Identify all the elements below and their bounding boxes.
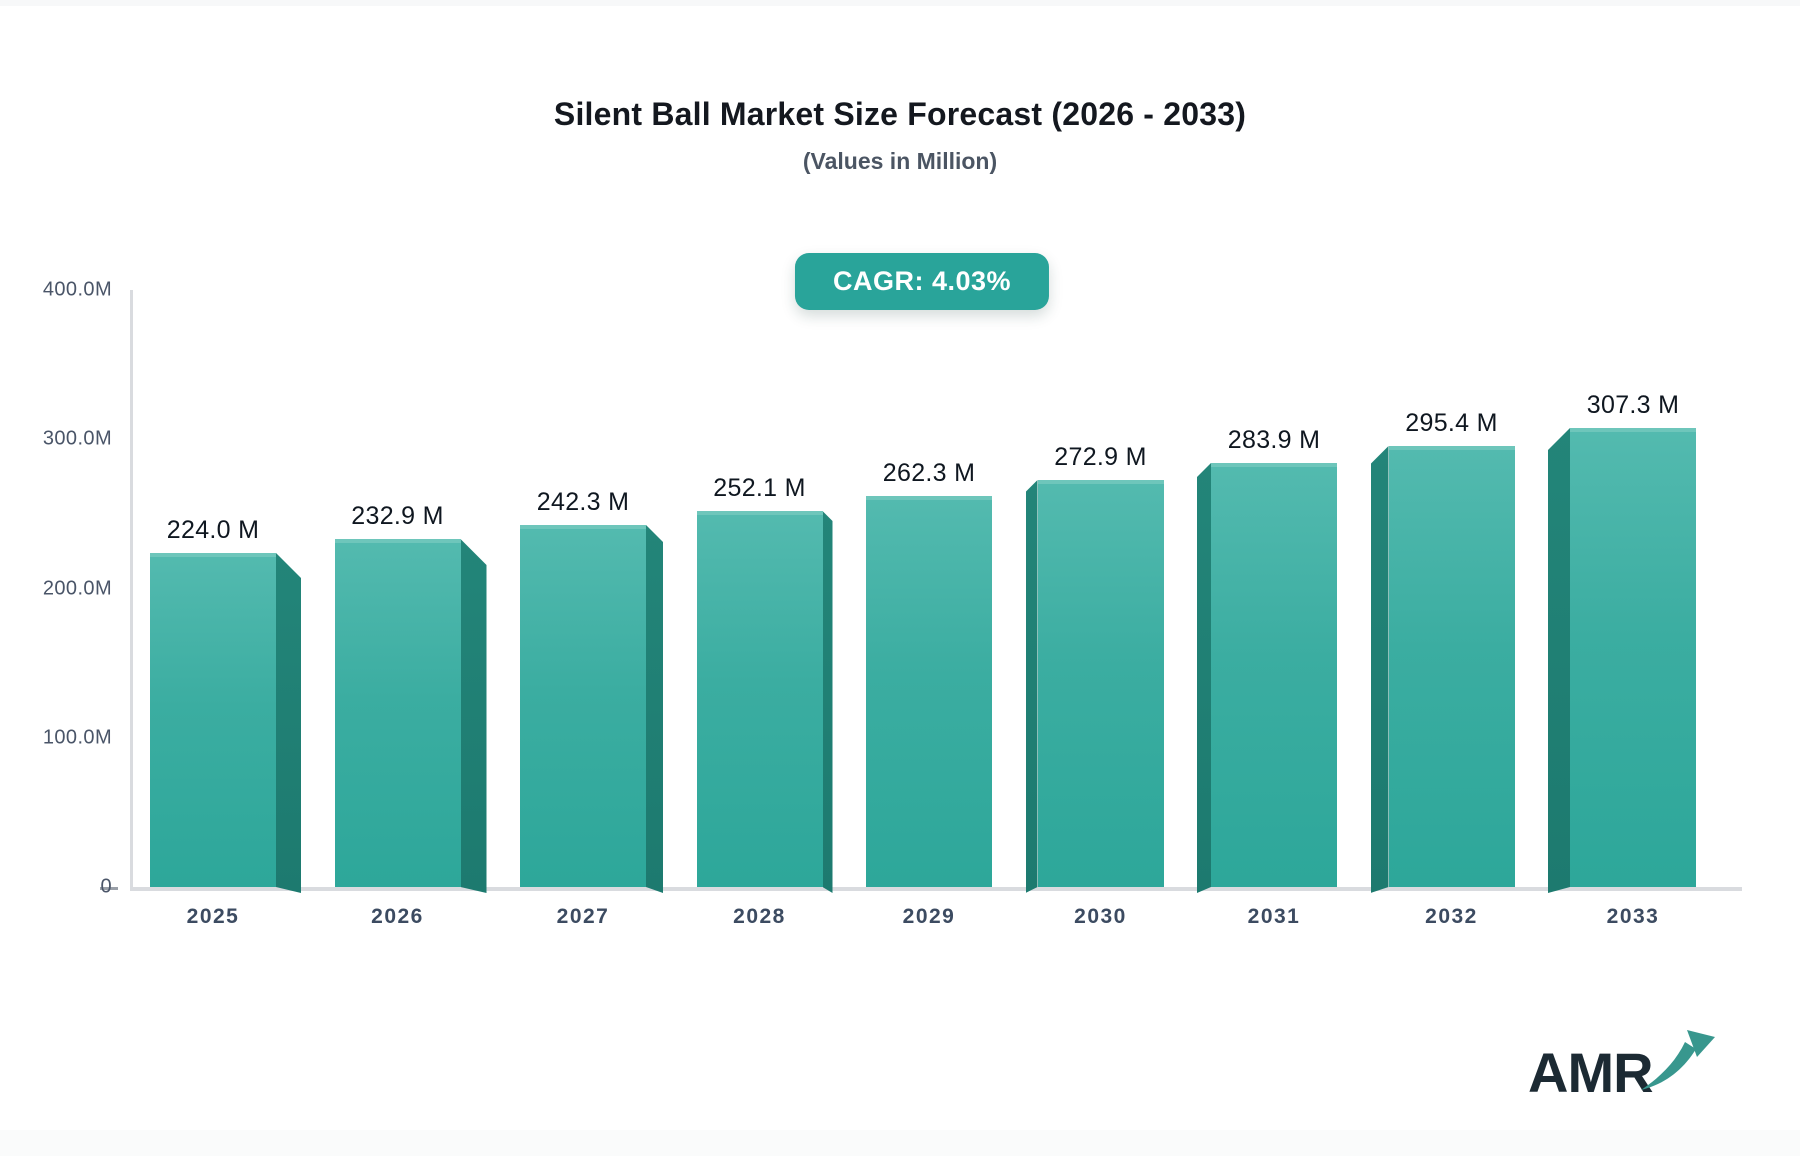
bar-value-label: 262.3 M [882, 459, 976, 487]
bars-container: 224.0 M 2025 232.9 M 2026 242.3 M 2027 2… [150, 290, 1696, 928]
bar-value-label: 232.9 M [351, 502, 444, 530]
y-axis-tick-label: 100.0M [42, 726, 112, 749]
y-axis-tick-label: 200.0M [42, 577, 112, 599]
bar-2029[interactable] [866, 496, 992, 887]
bar-value-label: 307.3 M [1586, 391, 1680, 419]
bar-2028[interactable] [696, 511, 823, 887]
bar-3d-side-panel [1197, 463, 1211, 893]
y-axis-tick-label: 0 [100, 875, 112, 898]
bar-2033[interactable] [1570, 428, 1696, 887]
bar-value-label: 295.4 M [1405, 409, 1498, 437]
bar-3d-side-panel [1026, 480, 1038, 893]
bar-2026[interactable] [334, 539, 461, 887]
x-axis-category-label: 2030 [1074, 905, 1127, 928]
bar-2030[interactable] [1037, 480, 1164, 887]
bottom-border-strip [0, 1130, 1800, 1156]
bar-group-2031[interactable]: 283.9 M 2031 [1197, 426, 1337, 928]
x-axis-line [130, 887, 1742, 891]
bar-3d-side-panel [276, 553, 301, 893]
bar-3d-side-panel [823, 511, 833, 893]
y-axis-tick-label: 300.0M [42, 427, 112, 450]
chart-title: Silent Ball Market Size Forecast (2026 -… [553, 96, 1247, 132]
plot-area: 224.0 M 2025 232.9 M 2026 242.3 M 2027 2… [43, 279, 1742, 928]
amr-logo: AMR [1528, 1028, 1719, 1101]
bar-2032[interactable] [1388, 446, 1515, 887]
top-border-strip [0, 0, 1800, 6]
bar-group-2025[interactable]: 224.0 M 2025 [150, 516, 301, 928]
cagr-badge: CAGR: 4.03% [794, 253, 1050, 310]
y-axis-zero-tick [100, 887, 118, 890]
x-axis-category-label: 2029 [902, 905, 956, 928]
bar-group-2027[interactable]: 242.3 M 2027 [520, 488, 663, 928]
bar-3d-side-panel [646, 525, 663, 893]
bar-group-2033[interactable]: 307.3 M 2033 [1548, 391, 1696, 928]
chart-subtitle: (Values in Million) [802, 148, 998, 174]
x-axis-category-label: 2031 [1247, 905, 1301, 928]
bar-3d-side-panel [1548, 428, 1570, 893]
bar-group-2029[interactable]: 262.3 M 2029 [866, 459, 992, 928]
x-axis-category-label: 2028 [733, 905, 786, 928]
bar-2025[interactable] [150, 553, 276, 887]
bar-2031[interactable] [1211, 463, 1337, 887]
x-axis-category-label: 2025 [186, 905, 240, 928]
bar-value-label: 252.1 M [713, 474, 806, 502]
x-axis-category-label: 2026 [371, 905, 424, 928]
bar-value-label: 224.0 M [166, 516, 260, 544]
bar-group-2030[interactable]: 272.9 M 2030 [1026, 443, 1164, 928]
x-axis-category-label: 2032 [1425, 905, 1478, 928]
growth-arrow-icon [1639, 1028, 1719, 1099]
bar-3d-side-panel [1371, 446, 1389, 893]
bar-3d-side-panel [461, 539, 487, 893]
y-axis-tick-label: 400.0M [42, 278, 112, 301]
bar-group-2032[interactable]: 295.4 M 2032 [1371, 409, 1515, 928]
amr-logo-text: AMR [1528, 1041, 1654, 1104]
bar-value-label: 283.9 M [1227, 426, 1321, 454]
bar-2027[interactable] [520, 525, 646, 887]
bar-group-2026[interactable]: 232.9 M 2026 [334, 502, 487, 928]
bar-value-label: 242.3 M [536, 488, 630, 516]
bar-group-2028[interactable]: 252.1 M 2028 [696, 474, 833, 928]
bar-value-label: 272.9 M [1054, 443, 1147, 471]
x-axis-category-label: 2027 [556, 905, 610, 928]
x-axis-category-label: 2033 [1606, 905, 1660, 928]
